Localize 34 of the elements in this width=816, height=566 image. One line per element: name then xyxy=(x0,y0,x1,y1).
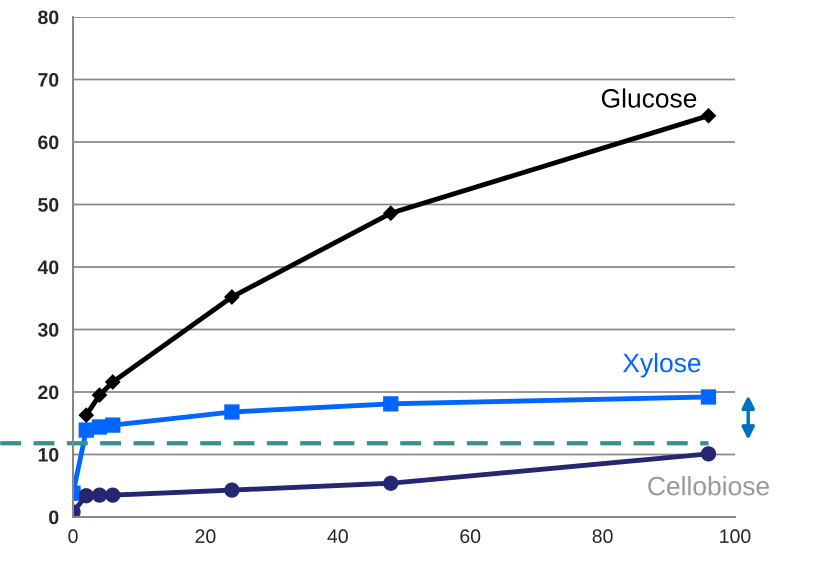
x-tick-label: 0 xyxy=(68,529,78,544)
point xyxy=(92,387,108,403)
series-label: Cellobiose xyxy=(648,476,769,496)
y-tick-label: 80 xyxy=(38,10,58,24)
point xyxy=(700,389,716,405)
x-tick-label: 60 xyxy=(460,529,480,544)
y-tick-label: 40 xyxy=(38,260,58,274)
point xyxy=(105,417,120,433)
point xyxy=(700,446,716,462)
point xyxy=(700,108,716,124)
point xyxy=(224,289,240,305)
y-tick-label: 50 xyxy=(38,198,58,212)
point xyxy=(78,407,94,423)
y-tick-label: 20 xyxy=(38,385,58,400)
y-tick-label: 10 xyxy=(38,448,58,462)
point xyxy=(104,374,121,390)
point xyxy=(92,487,108,503)
series-label: Xylose xyxy=(622,352,700,378)
point xyxy=(78,488,94,504)
point xyxy=(383,476,398,491)
point xyxy=(224,404,240,420)
x-tick-label: 100 xyxy=(720,529,750,544)
point xyxy=(224,482,240,498)
series-label: Glucose xyxy=(602,88,696,108)
y-tick-label: 0 xyxy=(49,510,58,524)
y-tick-label: 70 xyxy=(38,72,58,87)
y-tick-label: 30 xyxy=(38,322,58,337)
y-tick-label: 60 xyxy=(38,135,58,150)
x-tick-label: 80 xyxy=(592,529,613,544)
point xyxy=(383,396,398,412)
point xyxy=(382,205,399,222)
x-tick-label: 20 xyxy=(196,529,216,544)
x-tick-label: 40 xyxy=(327,529,348,544)
point xyxy=(105,487,120,503)
